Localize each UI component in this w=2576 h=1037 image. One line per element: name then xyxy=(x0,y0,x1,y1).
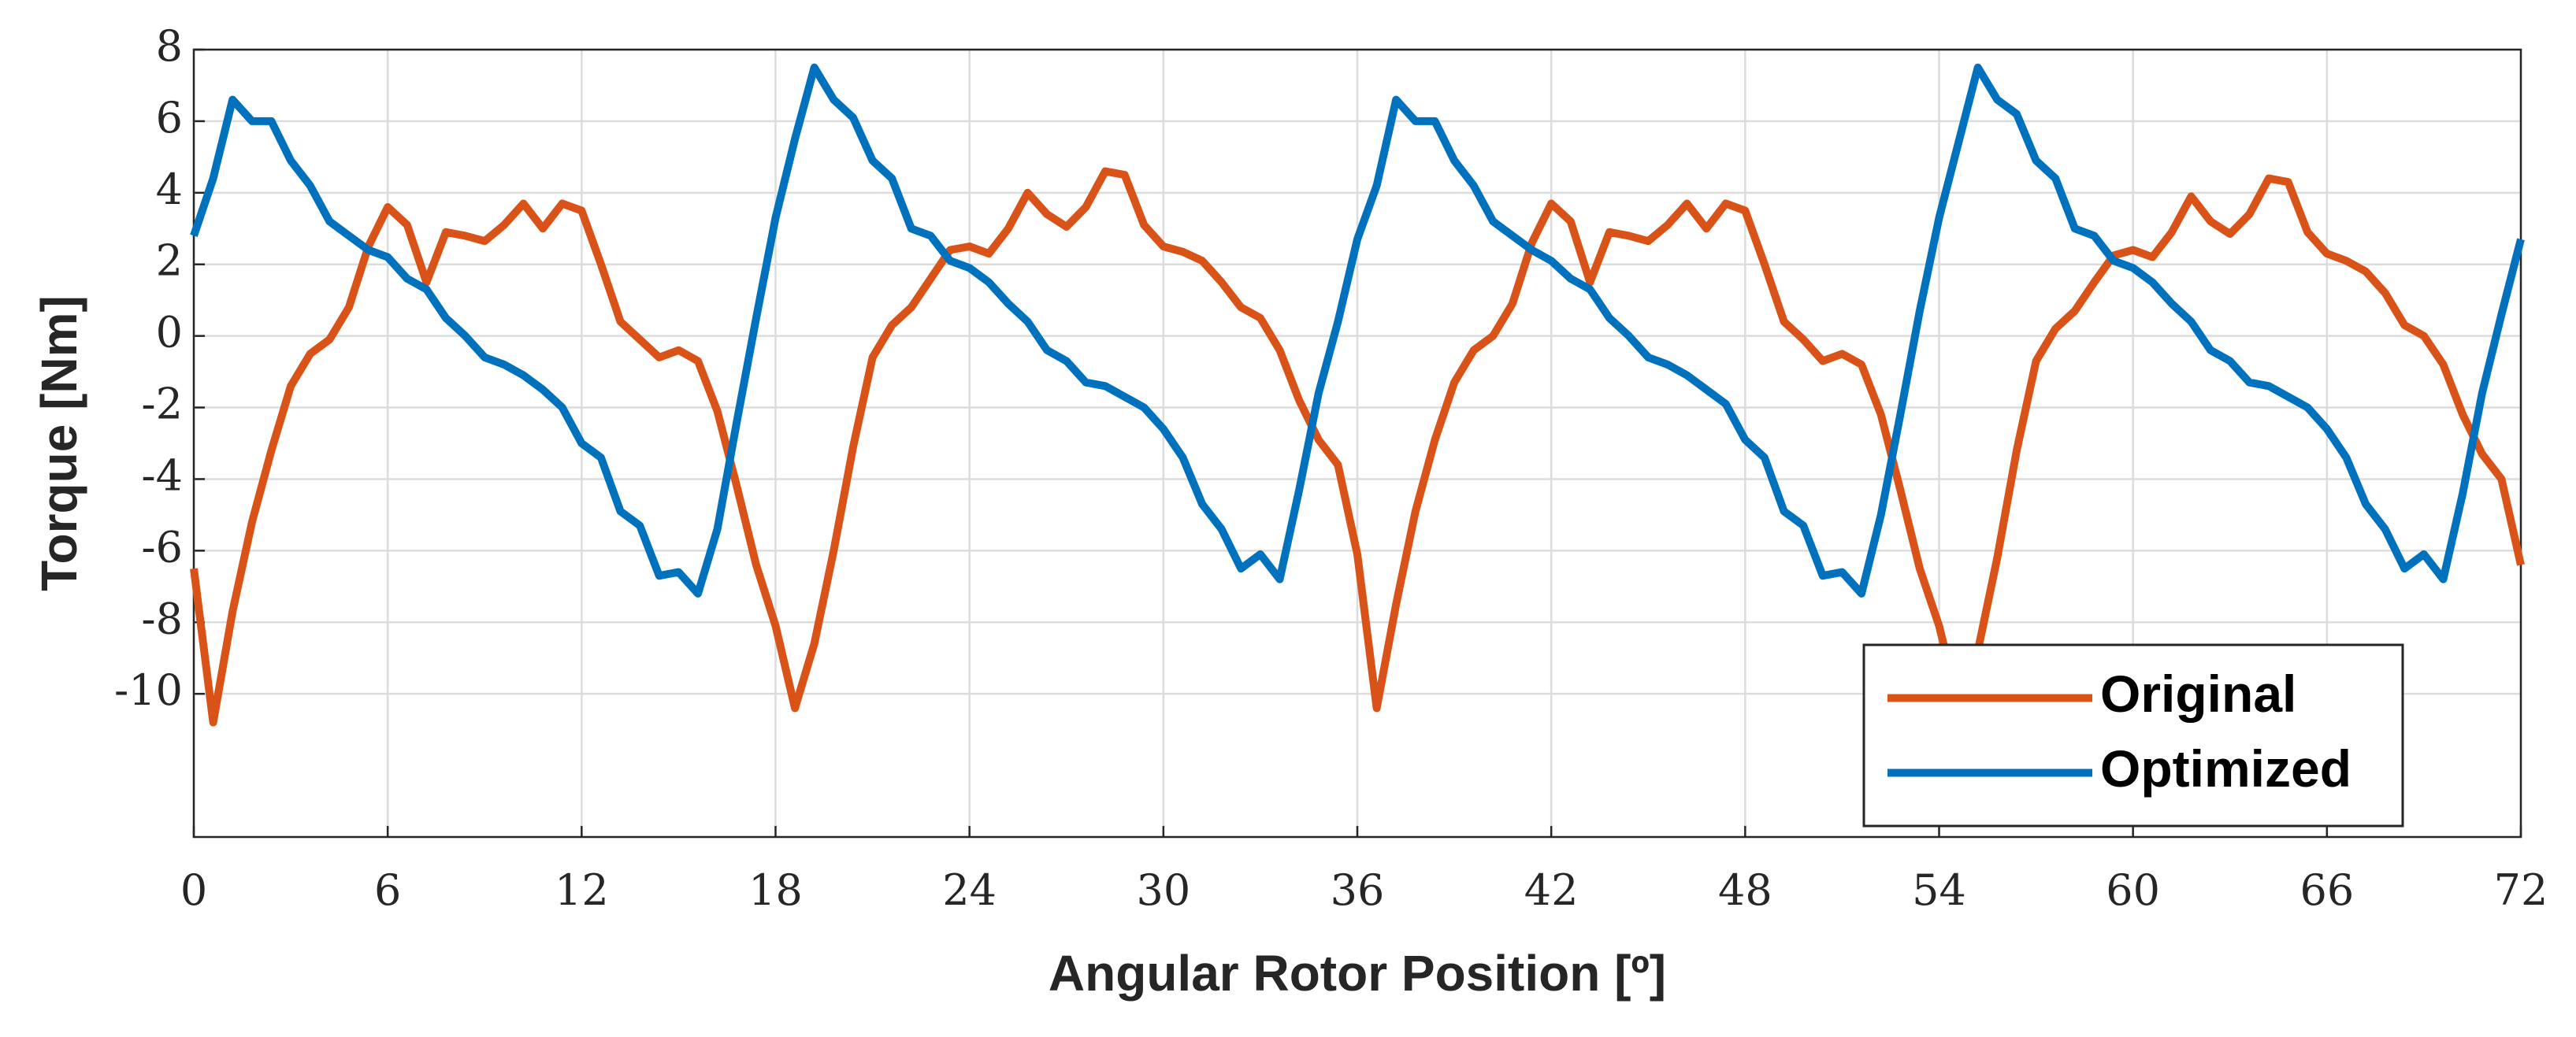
plot-frame xyxy=(192,48,2522,839)
x-tick-label: 66 xyxy=(2299,865,2354,915)
y-tick-label: -10 xyxy=(114,665,183,715)
data-line xyxy=(190,167,2525,727)
y-axis-label: Torque [Nm] xyxy=(31,295,87,591)
legend-label: Optimized xyxy=(2100,739,2351,798)
legend-box xyxy=(1862,643,2404,828)
x-tick-label: 36 xyxy=(1331,865,1385,915)
y-tick-label: -8 xyxy=(141,594,183,643)
y-tick-label: 4 xyxy=(156,165,183,214)
x-tick-label: 72 xyxy=(2494,865,2548,915)
legend: Original Optimized xyxy=(1862,643,2404,828)
y-tick-label: -2 xyxy=(141,380,183,429)
x-tick-label: 48 xyxy=(1718,865,1772,915)
x-tick-label: 54 xyxy=(1912,865,1966,915)
y-tick-label: 8 xyxy=(156,21,183,71)
x-tick-label: 24 xyxy=(942,865,997,915)
y-tick-label: -6 xyxy=(141,522,183,572)
x-tick-label: 0 xyxy=(180,865,207,915)
y-tick-label: 2 xyxy=(156,236,183,286)
x-tick-label: 42 xyxy=(1524,865,1579,915)
legend-label: Original xyxy=(2100,665,2296,723)
x-tick-label: 60 xyxy=(2106,865,2160,915)
x-tick-label: 30 xyxy=(1136,865,1190,915)
y-tick-label: 6 xyxy=(156,93,183,143)
x-tick-label: 18 xyxy=(748,865,803,915)
y-tick-label: 0 xyxy=(156,308,183,357)
x-tick-label: 12 xyxy=(555,865,609,915)
y-tick-label: -4 xyxy=(141,450,183,500)
x-axis-label: Angular Rotor Position [º] xyxy=(1049,945,1666,1002)
x-tick-label: 6 xyxy=(374,865,401,915)
data-line xyxy=(190,63,2525,598)
